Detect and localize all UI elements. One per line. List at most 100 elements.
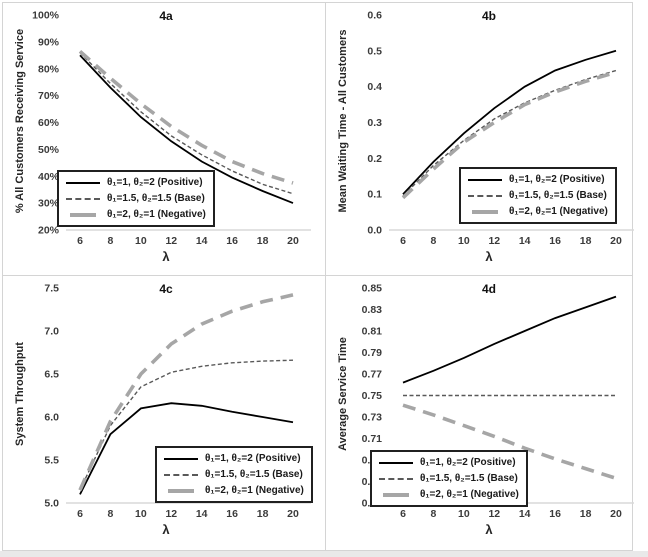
x-tick-label: 16 xyxy=(549,508,561,520)
y-tick-label: 0.83 xyxy=(362,304,383,316)
y-tick-label: 0.1 xyxy=(367,189,382,201)
panel-4d: 4d Average Service Time 0.85 0.83 0.81 0.79… xyxy=(325,275,634,550)
base-line-sample xyxy=(379,477,413,480)
positive-line-sample xyxy=(164,457,198,460)
x-tick-label: 14 xyxy=(519,235,531,247)
y-tick-label: 0.71 xyxy=(362,433,383,445)
x-tick-label: 20 xyxy=(610,508,622,520)
y-tick-label: 80% xyxy=(38,63,60,75)
series-line-negative xyxy=(78,49,294,185)
legend-item-negative: θ₁=2, θ₂=1 (Negative) xyxy=(164,483,304,498)
y-tick-label: 60% xyxy=(38,117,60,129)
x-tick-label: 6 xyxy=(77,235,83,247)
x-tick-label: 18 xyxy=(580,235,592,247)
x-tick-label: 10 xyxy=(135,508,147,520)
x-tick-label: 18 xyxy=(257,235,269,247)
y-tick-label: 0.4 xyxy=(367,81,382,93)
x-tick-label: 8 xyxy=(430,508,436,520)
y-tick-label: 70% xyxy=(38,90,60,102)
series-line-base xyxy=(79,359,294,491)
legend-label-positive: θ₁=1, θ₂=2 (Positive) xyxy=(509,174,605,185)
plot-area-4a: 100% 90% 80% 70% 60% 50% 40% 30% 20% 6 8 10 12 14 16 18… xyxy=(32,10,311,247)
legend-item-base: θ₁=1.5, θ₂=1.5 (Base) xyxy=(379,471,519,486)
y-tick-label: 100% xyxy=(32,10,60,22)
y-tick-label: 50% xyxy=(38,144,60,156)
legend-label-base: θ₁=1.5, θ₂=1.5 (Base) xyxy=(107,193,205,204)
series-line-positive xyxy=(79,54,294,204)
legend-4b: θ₁=1, θ₂=2 (Positive) θ₁=1.5, θ₂=1.5 (Ba… xyxy=(459,167,617,224)
chart-title-4a: 4a xyxy=(159,9,173,23)
x-tick-label: 16 xyxy=(549,235,561,247)
legend-label-base: θ₁=1.5, θ₂=1.5 (Base) xyxy=(509,190,607,201)
y-tick-label: 30% xyxy=(38,198,60,210)
x-tick-label: 14 xyxy=(196,235,208,247)
legend-item-negative: θ₁=2, θ₂=1 (Negative) xyxy=(379,487,519,502)
chart-title-4b: 4b xyxy=(481,9,496,23)
series-line-positive xyxy=(402,49,617,195)
x-tick-label: 10 xyxy=(458,235,470,247)
legend-4c: θ₁=1, θ₂=2 (Positive) θ₁=1.5, θ₂=1.5 (Ba… xyxy=(155,446,313,503)
x-tick-label: 8 xyxy=(107,235,113,247)
chart-title-4c: 4c xyxy=(159,282,173,296)
legend-item-positive: θ₁=1, θ₂=2 (Positive) xyxy=(468,172,608,187)
x-tick-label: 12 xyxy=(165,235,177,247)
base-line-sample xyxy=(66,197,100,200)
y-tick-label: 6.5 xyxy=(44,369,59,381)
x-tick-label: 12 xyxy=(488,508,500,520)
x-tick-label: 6 xyxy=(400,508,406,520)
y-tick-label: 40% xyxy=(38,171,60,183)
x-tick-label: 20 xyxy=(287,235,299,247)
x-tick-label: 10 xyxy=(458,508,470,520)
y-tick-label: 7.0 xyxy=(44,326,59,338)
x-tick-label: 8 xyxy=(107,508,113,520)
y-tick-label: 7.5 xyxy=(44,283,59,295)
y-tick-label: 0.0 xyxy=(367,225,382,237)
legend-label-base: θ₁=1.5, θ₂=1.5 (Base) xyxy=(420,473,518,484)
legend-item-positive: θ₁=1, θ₂=2 (Positive) xyxy=(164,451,304,466)
y-tick-label: 0.79 xyxy=(362,347,383,359)
legend-item-positive: θ₁=1, θ₂=2 (Positive) xyxy=(66,175,206,190)
page-bottom-strip xyxy=(0,551,648,557)
x-axis-title-4a: λ xyxy=(162,249,170,264)
legend-label-positive: θ₁=1, θ₂=2 (Positive) xyxy=(420,457,516,468)
panel-4b: 4b Mean Waiting Time - All Customers 0.6… xyxy=(325,3,634,275)
x-tick-label: 16 xyxy=(226,235,238,247)
positive-line-sample xyxy=(468,178,502,181)
positive-line-sample xyxy=(379,461,413,464)
x-tick-label: 10 xyxy=(135,235,147,247)
legend-label-negative: θ₁=2, θ₂=1 (Negative) xyxy=(205,485,304,496)
legend-item-base: θ₁=1.5, θ₂=1.5 (Base) xyxy=(164,467,304,482)
base-line-sample xyxy=(164,473,198,476)
y-tick-label: 0.5 xyxy=(367,45,382,57)
legend-label-positive: θ₁=1, θ₂=2 (Positive) xyxy=(205,453,301,464)
x-tick-label: 16 xyxy=(226,508,238,520)
y-tick-label: 6.0 xyxy=(44,412,59,424)
series-line-positive xyxy=(402,295,617,384)
legend-label-base: θ₁=1.5, θ₂=1.5 (Base) xyxy=(205,469,303,480)
plot-area-4c: 7.5 7.0 6.5 6.0 5.5 5.0 6 8 10 12 14 16 18 20 xyxy=(44,283,311,520)
panel-4c: 4c System Throughput 7.5 7.0 6.5 6.0 5.5 5.0 6… xyxy=(3,275,325,550)
legend-4d: θ₁=1, θ₂=2 (Positive) θ₁=1.5, θ₂=1.5 (Ba… xyxy=(370,450,528,507)
y-tick-label: 0.6 xyxy=(367,10,382,22)
x-axis-title-4c: λ xyxy=(162,522,170,537)
x-tick-label: 14 xyxy=(519,508,531,520)
y-tick-label: 0.81 xyxy=(362,326,383,338)
x-tick-label: 6 xyxy=(400,235,406,247)
negative-line-sample xyxy=(472,209,498,214)
legend-label-negative: θ₁=2, θ₂=1 (Negative) xyxy=(420,489,519,500)
series-line-base xyxy=(402,69,617,197)
y-tick-label: 0.3 xyxy=(367,117,382,129)
legend-item-negative: θ₁=2, θ₂=1 (Negative) xyxy=(468,204,608,219)
x-axis-title-4d: λ xyxy=(485,522,493,537)
legend-item-negative: θ₁=2, θ₂=1 (Negative) xyxy=(66,207,206,222)
base-line-sample xyxy=(468,194,502,197)
y-tick-label: 0.2 xyxy=(367,153,382,165)
legend-item-base: θ₁=1.5, θ₂=1.5 (Base) xyxy=(468,188,608,203)
negative-line-sample xyxy=(168,488,194,493)
x-axis-title-4b: λ xyxy=(485,249,493,264)
y-tick-label: 5.0 xyxy=(44,498,59,510)
y-tick-label: 0.77 xyxy=(362,369,383,381)
negative-line-sample xyxy=(383,492,409,497)
y-tick-label: 90% xyxy=(38,36,60,48)
panel-4a: 4a % All Customers Receiving Service 100… xyxy=(3,3,325,275)
